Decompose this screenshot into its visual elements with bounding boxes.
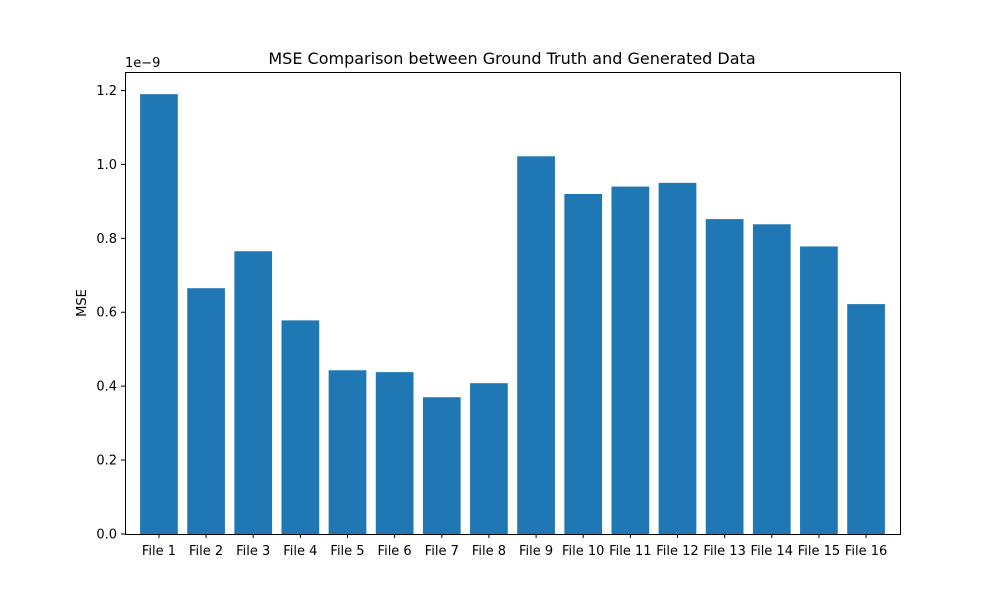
y-ticks-group: 0.0 0.2 0.4 0.6 0.8 1.0 1.2 (96, 84, 125, 543)
y-tick-label: 0.8 (96, 232, 117, 247)
bar-15 (800, 246, 838, 534)
x-tick-label: File 15 (798, 544, 840, 559)
x-tick-label: File 5 (330, 544, 364, 559)
x-tick-label: File 2 (189, 544, 223, 559)
x-tick-label: File 12 (656, 544, 698, 559)
x-tick-label: File 8 (472, 544, 506, 559)
bar-13 (705, 219, 744, 534)
y-axis-label: MSE (75, 289, 90, 317)
x-tick-label: File 13 (703, 544, 745, 559)
y-tick-label: 1.2 (96, 84, 117, 99)
bar-1 (140, 94, 178, 535)
x-tick-label: File 3 (236, 544, 270, 559)
bars-group (140, 94, 885, 535)
x-tick-label: File 7 (425, 544, 459, 559)
y-tick-label: 0.2 (96, 454, 117, 469)
bar-6 (375, 372, 414, 534)
x-ticks-group: File 1 File 2 File 3 File 4 File 5 File 6 File… (142, 534, 887, 559)
x-tick-label: File 9 (519, 544, 553, 559)
x-tick-label: File 11 (609, 544, 651, 559)
bar-8 (470, 383, 508, 534)
bar-3 (234, 251, 273, 535)
x-tick-label: File 16 (845, 544, 887, 559)
bar-2 (187, 288, 225, 534)
x-tick-label: File 1 (142, 544, 176, 559)
bar-16 (847, 304, 885, 534)
y-tick-label: 1.0 (96, 158, 117, 173)
bar-10 (564, 193, 603, 534)
bar-7 (422, 397, 461, 534)
bar-4 (281, 320, 320, 534)
bar-11 (611, 186, 650, 535)
x-tick-label: File 4 (283, 544, 317, 559)
y-axis-offset-text: 1e−9 (125, 56, 160, 71)
plot-frame (125, 72, 901, 535)
y-tick-label: 0.6 (96, 306, 117, 321)
x-tick-label: File 14 (751, 544, 793, 559)
chart-title: MSE Comparison between Ground Truth and … (268, 49, 755, 68)
x-tick-label: File 10 (562, 544, 604, 559)
bar-5 (328, 370, 367, 534)
y-tick-label: 0.4 (96, 380, 117, 395)
bar-14 (752, 224, 791, 534)
y-tick-label: 0.0 (96, 528, 117, 543)
bar-12 (658, 182, 697, 534)
bar-9 (517, 156, 555, 534)
x-tick-label: File 6 (378, 544, 412, 559)
